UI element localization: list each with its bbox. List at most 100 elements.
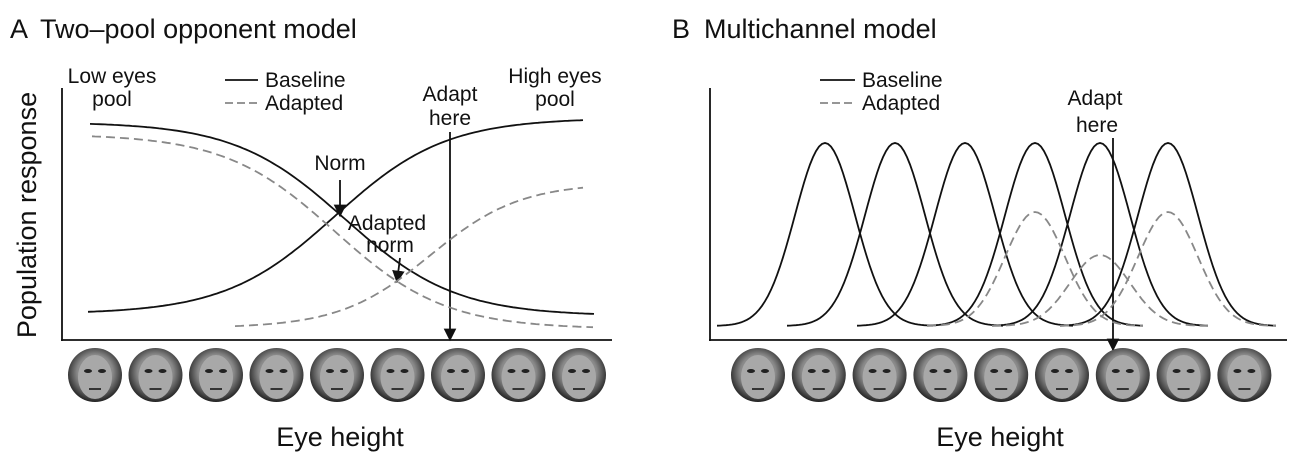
eye (761, 369, 769, 373)
panel-letter: A (10, 14, 28, 44)
face-icon (791, 348, 846, 402)
eye (340, 369, 348, 373)
response-curve (91, 135, 594, 329)
label: Low eyes (68, 65, 157, 88)
face (380, 355, 415, 399)
face-icon (491, 348, 546, 402)
label: High eyes (508, 65, 601, 88)
eye (1125, 369, 1134, 373)
eye (1004, 369, 1013, 373)
eye (326, 369, 334, 373)
panel-letter: B (672, 14, 690, 44)
face-icon (1035, 348, 1089, 402)
response-curve (991, 142, 1209, 327)
eye (1172, 369, 1181, 373)
eye (582, 369, 590, 373)
eye (1233, 369, 1242, 373)
annotation: here (1076, 114, 1118, 137)
eye (868, 369, 877, 373)
eye (205, 369, 213, 373)
eye (943, 369, 952, 373)
eye (507, 369, 516, 373)
eye (1065, 369, 1073, 373)
face-icon (913, 348, 968, 402)
eye (144, 369, 153, 373)
response-curve (926, 142, 1144, 327)
eye (1051, 369, 1059, 373)
face (501, 355, 536, 399)
face-icon (249, 348, 304, 402)
face (1045, 355, 1079, 399)
response-curve (1060, 211, 1276, 327)
face-icon (1095, 348, 1150, 402)
face (1105, 355, 1140, 399)
face (741, 355, 775, 399)
panel-title: Two–pool opponent model (40, 14, 357, 44)
face (441, 355, 475, 399)
legend-label: Baseline (265, 69, 346, 92)
eye (807, 369, 816, 373)
eye (447, 369, 455, 373)
annotation: Adapt (1068, 87, 1123, 110)
face (138, 355, 173, 399)
face (562, 355, 596, 399)
eye (279, 369, 288, 373)
face-icon (1217, 348, 1272, 402)
eye (521, 369, 530, 373)
face (984, 355, 1019, 399)
eye (461, 369, 469, 373)
annotation: Adapt (423, 83, 478, 106)
eye (821, 369, 830, 373)
x-axis-label: Eye height (936, 422, 1064, 452)
face-icon (189, 348, 243, 402)
face (801, 355, 836, 399)
eye (929, 369, 938, 373)
eye (400, 369, 409, 373)
response-curve (234, 186, 584, 327)
legend-label: Baseline (862, 69, 943, 92)
eye (1186, 369, 1195, 373)
response-curve (856, 142, 1074, 327)
face-icon (731, 348, 785, 402)
eye (990, 369, 999, 373)
face-icon (852, 348, 907, 402)
eye (158, 369, 167, 373)
face (1166, 355, 1201, 399)
response-curve (1059, 142, 1277, 327)
response-curve (87, 119, 584, 313)
annotation: norm (366, 234, 414, 257)
legend-label: Adapted (265, 92, 343, 115)
eye (219, 369, 227, 373)
annotation: here (429, 107, 471, 130)
face-icon (1156, 348, 1211, 402)
eye (265, 369, 274, 373)
face-icon (68, 348, 122, 402)
arrow (392, 257, 405, 284)
response-curve (927, 211, 1143, 327)
response-curve (991, 254, 1209, 327)
face-icon (431, 348, 485, 402)
face (259, 355, 294, 399)
annotation: Norm (314, 152, 365, 175)
annotation: Adapted (348, 212, 426, 235)
eye (882, 369, 891, 373)
eye (1111, 369, 1120, 373)
response-curve (716, 142, 934, 327)
face (1227, 355, 1262, 399)
response-curve (786, 142, 1004, 327)
eye (1247, 369, 1256, 373)
response-curve (89, 123, 595, 315)
label: pool (535, 88, 575, 111)
legend-label: Adapted (862, 92, 940, 115)
y-axis-label: Population response (12, 92, 42, 338)
face-icon (974, 348, 1029, 402)
face (320, 355, 354, 399)
eye (84, 369, 92, 373)
face-icon (310, 348, 364, 402)
face-icon (370, 348, 425, 402)
eye (747, 369, 755, 373)
face-icon (128, 348, 183, 402)
panel-title: Multichannel model (704, 14, 937, 44)
face-icon (552, 348, 606, 402)
